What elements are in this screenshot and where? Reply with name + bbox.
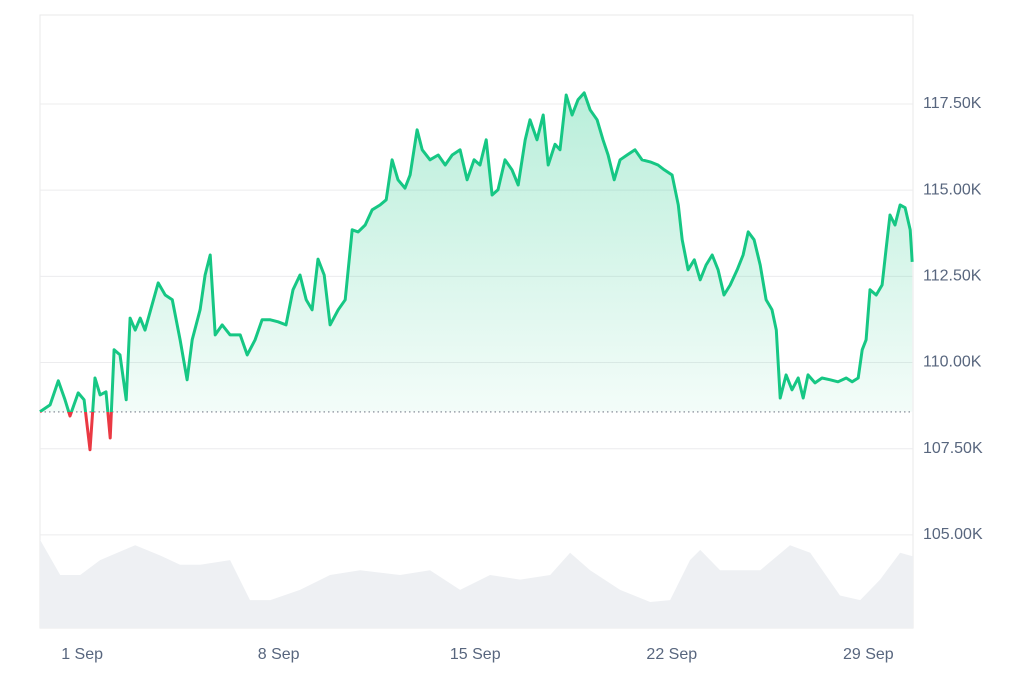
price-line [39,91,914,452]
y-tick-label: 110.00K [923,354,982,371]
x-tick-label: 22 Sep [646,646,697,663]
x-tick-label: 8 Sep [258,646,300,663]
y-tick-label: 115.00K [923,181,982,198]
volume-area [40,539,913,628]
y-tick-label: 117.50K [923,95,982,112]
y-tick-label: 107.50K [923,440,983,457]
x-tick-label: 29 Sep [843,646,894,663]
x-tick-label: 1 Sep [61,646,103,663]
y-tick-label: 105.00K [923,526,983,543]
y-tick-label: 112.50K [923,268,982,285]
x-tick-label: 15 Sep [450,646,501,663]
